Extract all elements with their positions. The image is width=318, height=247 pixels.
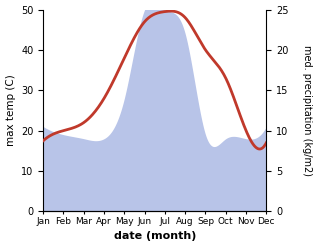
Y-axis label: max temp (C): max temp (C) [5, 75, 16, 146]
X-axis label: date (month): date (month) [114, 231, 196, 242]
Y-axis label: med. precipitation (kg/m2): med. precipitation (kg/m2) [302, 45, 313, 176]
